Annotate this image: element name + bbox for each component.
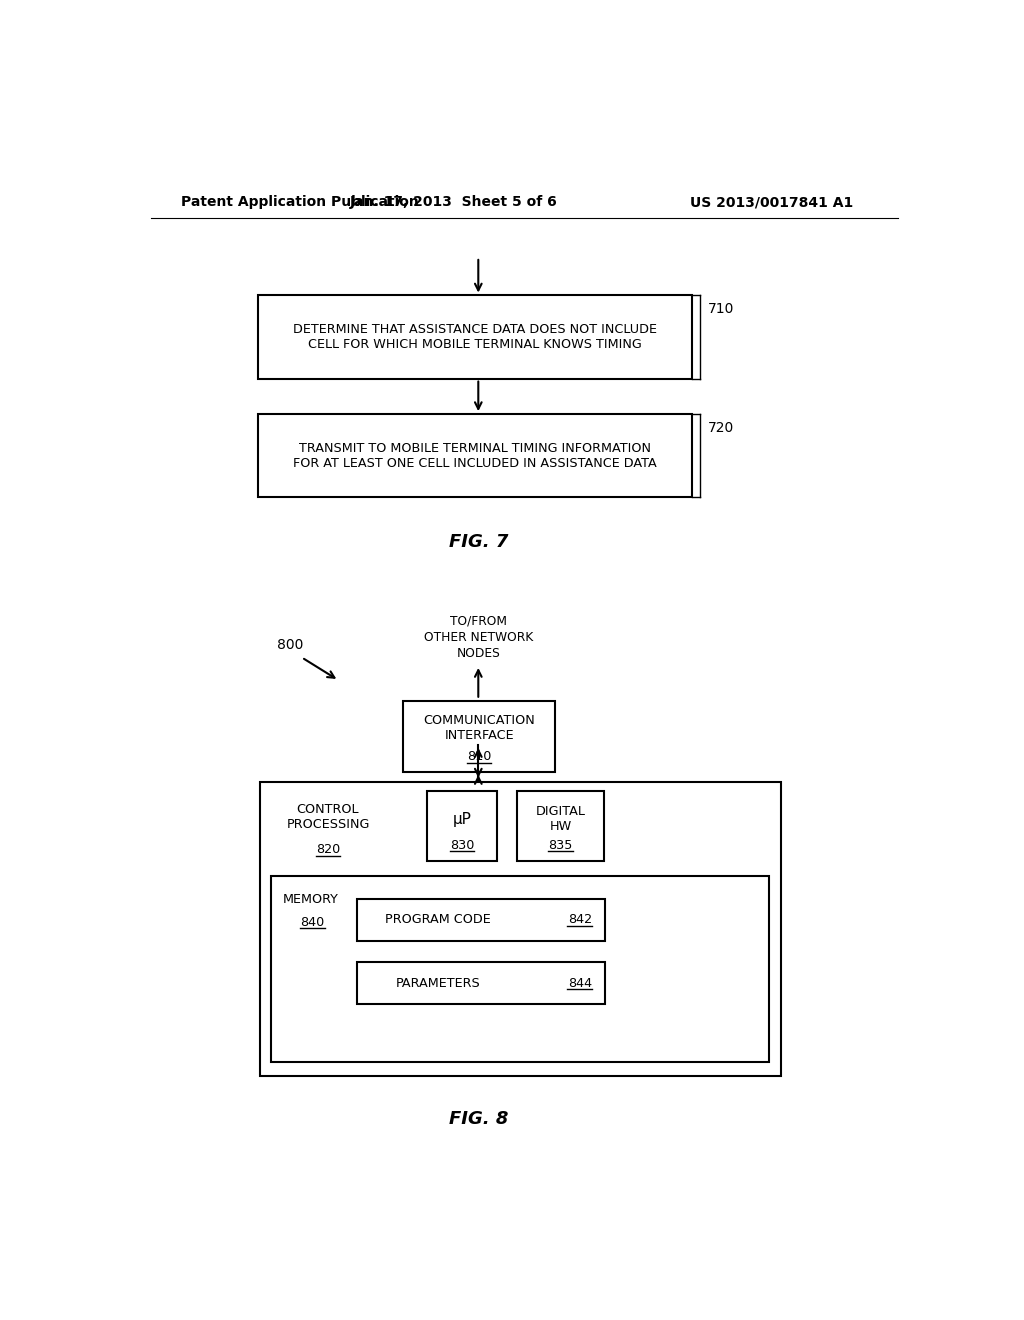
Text: PARAMETERS: PARAMETERS [395,977,480,990]
FancyBboxPatch shape [403,701,555,772]
Text: FIG. 8: FIG. 8 [449,1110,508,1129]
Text: DIGITAL
HW: DIGITAL HW [536,805,586,833]
Text: TO/FROM
OTHER NETWORK
NODES: TO/FROM OTHER NETWORK NODES [424,615,532,660]
FancyBboxPatch shape [271,876,769,1063]
Text: 835: 835 [548,838,572,851]
Text: PROGRAM CODE: PROGRAM CODE [385,913,490,927]
Text: MEMORY: MEMORY [283,892,339,906]
Text: 844: 844 [567,977,592,990]
Text: US 2013/0017841 A1: US 2013/0017841 A1 [689,195,853,210]
Text: 820: 820 [315,843,340,857]
Text: TRANSMIT TO MOBILE TERMINAL TIMING INFORMATION
FOR AT LEAST ONE CELL INCLUDED IN: TRANSMIT TO MOBILE TERMINAL TIMING INFOR… [293,442,657,470]
Text: FIG. 7: FIG. 7 [449,533,508,550]
Text: 830: 830 [450,838,474,851]
Text: Jan. 17, 2013  Sheet 5 of 6: Jan. 17, 2013 Sheet 5 of 6 [349,195,557,210]
Text: 710: 710 [708,302,734,317]
Text: CONTROL
PROCESSING: CONTROL PROCESSING [287,803,370,830]
Text: Patent Application Publication: Patent Application Publication [180,195,419,210]
FancyBboxPatch shape [260,781,780,1076]
Text: DETERMINE THAT ASSISTANCE DATA DOES NOT INCLUDE
CELL FOR WHICH MOBILE TERMINAL K: DETERMINE THAT ASSISTANCE DATA DOES NOT … [293,323,657,351]
FancyBboxPatch shape [356,899,604,941]
FancyBboxPatch shape [517,792,604,861]
Text: COMMUNICATION
INTERFACE: COMMUNICATION INTERFACE [423,714,535,742]
FancyBboxPatch shape [356,962,604,1003]
FancyBboxPatch shape [258,414,692,498]
Text: 800: 800 [276,638,303,652]
Text: 840: 840 [300,916,325,929]
Text: 842: 842 [567,913,592,927]
Text: μP: μP [453,812,471,826]
Text: 810: 810 [467,750,492,763]
FancyBboxPatch shape [258,296,692,379]
FancyBboxPatch shape [427,792,497,861]
Text: 720: 720 [708,421,734,434]
